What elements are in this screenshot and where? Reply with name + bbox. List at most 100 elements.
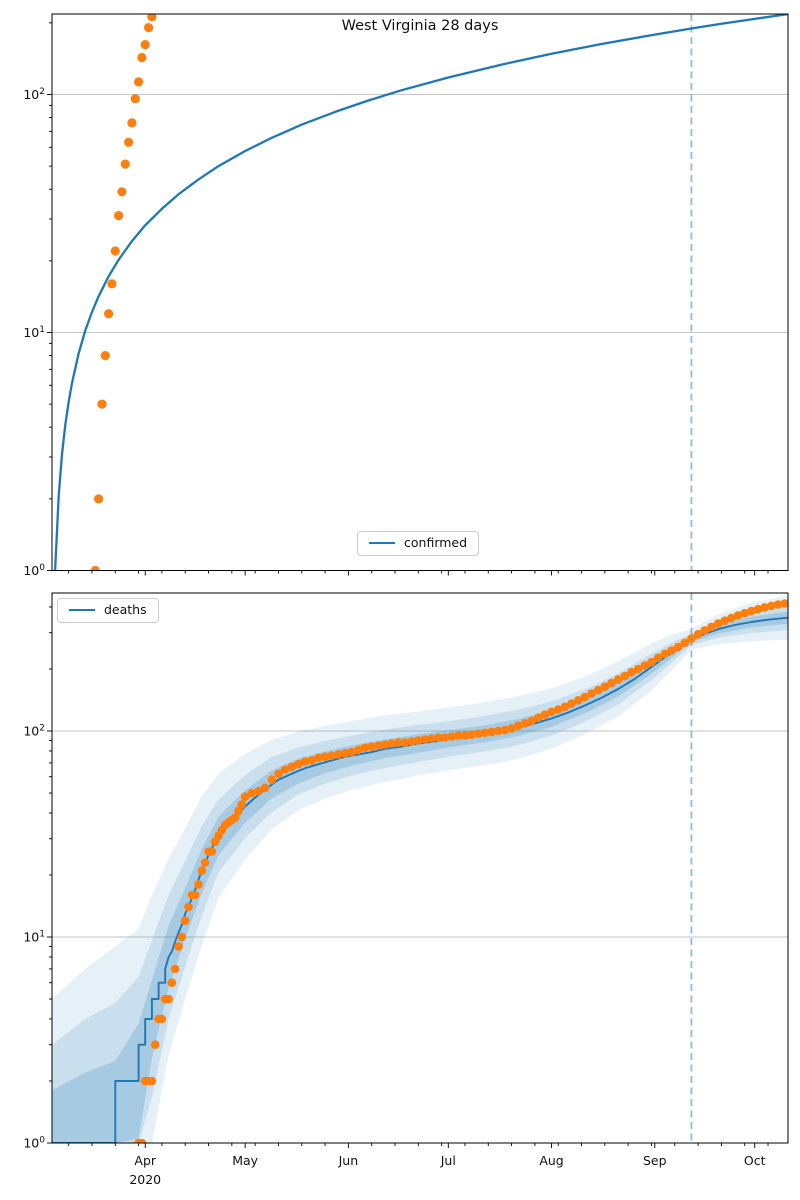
data-dot	[480, 728, 490, 738]
data-dot	[673, 642, 683, 652]
data-dot	[647, 657, 656, 667]
confirmed-plot: 100 101 102	[23, 13, 789, 578]
data-dot	[90, 565, 100, 571]
data-dot	[274, 769, 283, 779]
data-dot	[580, 692, 590, 702]
x-tick-labels: Apr May Jun Jul Aug Sep Oct 2020	[129, 1153, 765, 1187]
deaths-data-dots	[134, 599, 788, 1143]
data-dot	[314, 753, 323, 763]
data-dot	[340, 748, 350, 758]
data-dot	[447, 732, 456, 741]
data-dot	[130, 94, 140, 104]
y-tick-labels: 100 101 102	[23, 724, 45, 1151]
y-tick-labels: 100 101 102	[23, 87, 45, 578]
data-dot	[137, 1138, 147, 1143]
data-dot	[100, 351, 110, 361]
data-dot	[713, 619, 723, 628]
data-dot	[177, 932, 187, 942]
data-dot	[280, 765, 290, 774]
mid-band	[52, 605, 788, 1143]
axes-spines	[51, 592, 789, 1144]
data-dot	[407, 737, 417, 746]
data-dot	[94, 494, 104, 504]
data-dot	[97, 399, 107, 409]
month-label: Apr	[134, 1153, 156, 1168]
data-dot	[740, 608, 749, 618]
data-dot	[234, 806, 243, 816]
year-label: 2020	[129, 1172, 161, 1187]
data-dot	[347, 747, 357, 757]
y-tick-label: 100	[23, 563, 45, 578]
data-dot	[420, 735, 430, 744]
data-dot	[104, 309, 114, 319]
data-dot	[157, 1014, 167, 1024]
data-dot	[170, 964, 180, 974]
confirmed-model-line	[53, 14, 788, 571]
data-dot	[230, 813, 240, 822]
data-dot	[747, 606, 756, 616]
data-dot	[180, 916, 190, 925]
data-dot	[593, 685, 603, 695]
month-label: Sep	[643, 1153, 667, 1168]
data-dot	[200, 858, 210, 867]
axes-spines	[51, 13, 789, 571]
data-dot	[780, 599, 788, 608]
data-dot	[287, 762, 297, 772]
data-dot	[167, 978, 177, 987]
data-dot	[567, 699, 576, 708]
data-dot	[374, 741, 383, 750]
data-dot	[494, 726, 503, 736]
data-dot	[400, 738, 410, 747]
outer-band	[52, 595, 788, 1143]
month-label: Jun	[338, 1153, 359, 1168]
data-dot	[190, 890, 200, 900]
data-dot	[487, 727, 496, 737]
data-dot	[114, 211, 124, 221]
data-dot	[197, 866, 207, 875]
data-dot	[254, 786, 263, 796]
data-dot	[607, 678, 616, 688]
data-dot	[127, 118, 137, 128]
data-dot	[260, 783, 270, 793]
data-dot	[687, 634, 696, 643]
data-dot	[600, 682, 610, 691]
data-dot	[460, 731, 470, 740]
data-dot	[660, 649, 670, 659]
legend-confirmed: confirmed	[357, 531, 480, 556]
data-dot	[520, 719, 530, 728]
data-dot	[733, 611, 743, 620]
confirmed-data-dots	[90, 14, 157, 571]
data-dot	[164, 994, 173, 1004]
data-dot	[513, 721, 523, 731]
data-dot	[150, 1040, 160, 1049]
data-dot	[627, 667, 636, 677]
data-dot	[620, 671, 630, 681]
data-dot	[440, 733, 450, 742]
data-dot	[327, 751, 337, 760]
data-dot	[760, 603, 769, 612]
y-tick-label: 102	[23, 87, 45, 102]
data-dot	[110, 246, 120, 256]
data-dot	[267, 775, 277, 784]
data-dot	[767, 601, 776, 611]
y-tick-label: 101	[23, 930, 45, 945]
data-dot	[300, 757, 310, 766]
month-label: Aug	[539, 1153, 563, 1168]
data-dot	[387, 739, 397, 748]
data-dot	[667, 646, 676, 655]
data-dot	[613, 675, 623, 684]
data-dot	[120, 159, 130, 169]
data-dot	[693, 629, 703, 639]
data-dot	[454, 731, 463, 740]
data-dot	[653, 653, 663, 662]
data-dot	[184, 902, 193, 912]
data-dot	[533, 713, 543, 722]
data-dot	[147, 14, 157, 22]
legend-line-swatch-deaths	[69, 609, 95, 612]
y-tick-label: 102	[23, 724, 45, 739]
month-label: Jul	[440, 1153, 456, 1168]
data-dot	[360, 743, 370, 752]
data-dot	[680, 638, 690, 648]
data-dot	[307, 756, 317, 765]
data-dot	[237, 800, 247, 809]
